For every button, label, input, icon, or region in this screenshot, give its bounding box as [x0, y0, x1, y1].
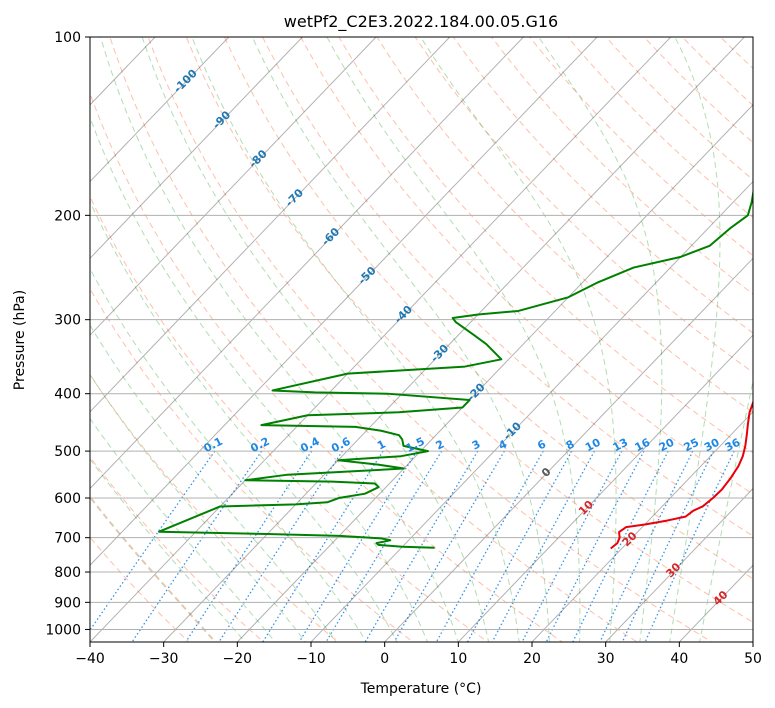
dry-adiabat	[262, 37, 753, 537]
x-tick-label: 0	[380, 651, 389, 667]
isotherm-line	[90, 37, 377, 336]
x-tick-label: −20	[223, 651, 253, 667]
mixing-ratio-label: 36	[723, 436, 743, 455]
y-tick-label: 600	[54, 491, 81, 507]
dry-adiabat	[567, 37, 753, 219]
y-tick-label: 400	[54, 387, 81, 403]
dry-adiabat	[90, 536, 190, 642]
mixing-ratio-label: 10	[583, 436, 603, 455]
y-tick-label: 300	[54, 313, 81, 329]
isotherm-line	[163, 37, 746, 642]
dry-adiabat	[643, 37, 753, 144]
y-tick-label: 100	[54, 30, 81, 46]
y-tick-label: 800	[54, 565, 81, 581]
pressure-gridlines	[90, 37, 753, 630]
y-tick-label: 500	[54, 444, 81, 460]
mixing-ratio-line	[435, 450, 544, 642]
mixing-ratio-line	[185, 450, 313, 642]
mixing-ratio-line	[644, 450, 735, 642]
isotherm-line	[457, 334, 753, 642]
moist-adiabat	[538, 37, 663, 642]
x-tick-label: −40	[75, 651, 105, 667]
dry-adiabat	[300, 37, 753, 495]
isotherm-line	[90, 37, 672, 642]
x-tick-label: −10	[296, 651, 326, 667]
chart-title: wetPf2_C2E3.2022.184.00.05.G16	[284, 12, 558, 32]
dry-adiabat	[376, 37, 753, 413]
dry-adiabat	[223, 37, 753, 580]
mixing-ratio-line	[466, 450, 573, 642]
isotherm-line	[90, 37, 451, 413]
moist-adiabat	[251, 37, 550, 642]
mixing-ratio-line	[572, 450, 669, 642]
plot-area: 0.1 0.2 0.4 0.6 1 1.5 2 3 4 6 8 10 13 16 20 25 30 36-100-…	[90, 37, 753, 642]
x-axis-title: Temperature (°C)	[360, 681, 482, 697]
dry-adiabat	[109, 37, 638, 642]
moist-adiabat	[90, 200, 398, 642]
isotherm-line	[605, 487, 753, 642]
mixing-ratio-label: 13	[611, 436, 631, 455]
mixing-ratio-line	[599, 450, 694, 642]
dry-adiabat	[90, 195, 489, 642]
dry-adiabat	[185, 37, 753, 623]
mixing-ratio-line	[90, 450, 216, 632]
mixing-ratio-label: 20	[657, 436, 677, 455]
dry-adiabat	[529, 37, 753, 257]
dry-adiabat	[90, 456, 265, 642]
mixing-ratio-label: 25	[682, 436, 702, 455]
x-tick-label: 30	[597, 651, 615, 667]
moist-adiabat	[141, 37, 490, 642]
x-tick-label: 10	[449, 651, 467, 667]
mixing-ratio-label: 16	[633, 436, 653, 455]
mixing-ratio-line	[262, 450, 384, 642]
dry-adiabat	[90, 287, 414, 642]
isotherm-line	[384, 257, 753, 642]
isotherm-line	[90, 37, 230, 183]
y-axis: 100 200 300 400 500 600 700 800 900 1000	[45, 30, 90, 638]
isotherm-line	[90, 37, 304, 260]
dry-adiabat	[338, 37, 753, 454]
moist-adiabat	[699, 378, 753, 642]
mixing-ratio-label: 30	[702, 436, 722, 455]
dry-adiabat	[452, 37, 753, 334]
isotherm-line	[531, 411, 753, 642]
isotherms	[90, 37, 753, 642]
y-tick-label: 1000	[45, 622, 81, 638]
mixing-ratio-line	[621, 450, 714, 642]
mixing-ratio-line	[131, 450, 263, 642]
temperature-profile	[610, 399, 753, 550]
x-tick-label: 50	[744, 651, 762, 667]
mixing-ratio-lines	[90, 450, 735, 642]
mixing-ratio-line	[364, 450, 479, 642]
dewpoint-profile	[158, 188, 753, 549]
dry-adiabats	[90, 37, 753, 642]
y-tick-label: 200	[54, 208, 81, 224]
y-tick-label: 900	[54, 595, 81, 611]
isotherm-line	[90, 37, 525, 490]
isotherm-line	[310, 180, 753, 642]
profile-series	[158, 188, 753, 550]
x-tick-label: 40	[670, 651, 688, 667]
moist-adiabat	[326, 37, 581, 642]
x-tick-label: −30	[149, 651, 179, 667]
x-tick-label: 20	[523, 651, 541, 667]
dry-adiabat	[90, 91, 564, 642]
plot-frame	[89, 36, 754, 643]
moist-adiabat	[420, 37, 617, 642]
x-axis: −40 −30 −20 −10 0 10 20 30 40 50	[75, 642, 762, 667]
y-axis-title: Pressure (hPa)	[12, 290, 28, 390]
moist-adiabat	[669, 37, 721, 642]
y-tick-label: 700	[54, 531, 81, 547]
dry-adiabat	[414, 37, 753, 374]
isotherm-line	[90, 37, 598, 566]
mixing-ratio-line	[218, 450, 344, 642]
